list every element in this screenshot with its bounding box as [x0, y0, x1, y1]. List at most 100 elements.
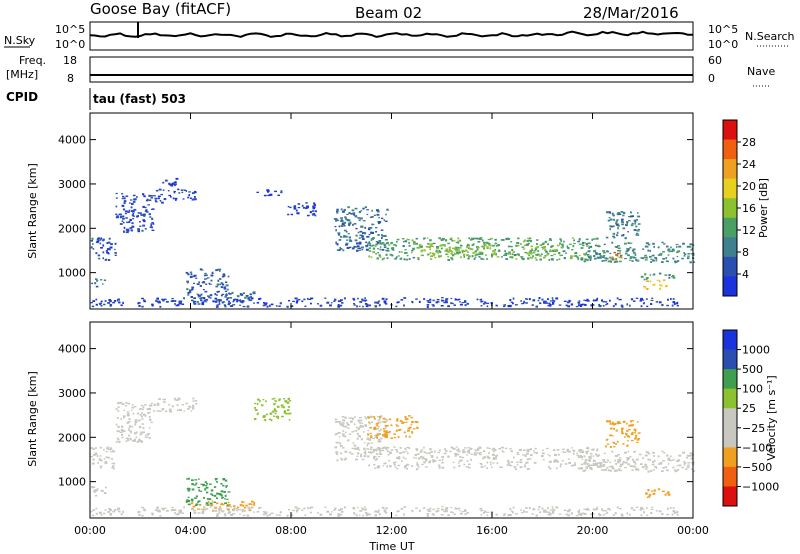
scatter-cell-9: [340, 208, 343, 211]
scatter-cell-13: [143, 508, 146, 511]
scatter-cell-1: [149, 418, 152, 421]
scatter-cell-9: [590, 468, 593, 470]
scatter-cell-3: [104, 486, 107, 489]
scatter-cell-11: [512, 251, 515, 253]
scatter-cell-6: [190, 296, 193, 298]
scatter-cell-9: [444, 450, 448, 452]
scatter-cell-10: [487, 238, 490, 241]
scatter-cell-10: [617, 459, 620, 461]
scatter-cell-13: [141, 514, 144, 517]
scatter-cell-8: [401, 422, 404, 424]
scatter-cell-2: [183, 410, 186, 412]
scatter-cell-5: [220, 294, 223, 297]
scatter-cell-10: [626, 459, 629, 461]
scatter-cell-9: [463, 463, 466, 466]
scatter-cell-5: [187, 291, 190, 295]
scatter-cell-13: [605, 513, 607, 515]
scatter-cell-11: [553, 253, 556, 256]
scatter-cell-9: [524, 455, 527, 457]
scatter-cell-9: [524, 454, 527, 456]
scatter-cell-3: [91, 486, 94, 489]
scatter-cell-1: [134, 421, 138, 423]
scatter-cell-10: [544, 240, 548, 243]
scatter-cell-10: [517, 237, 520, 240]
scatter-cell-10: [687, 462, 690, 464]
scatter-cell-17: [598, 303, 601, 306]
scatter-cell-9: [421, 463, 424, 466]
scatter-cell-9: [376, 242, 380, 244]
scatter-cell-13: [429, 510, 432, 513]
scatter-cell-1: [117, 417, 119, 419]
scatter-cell-17: [547, 305, 550, 307]
scatter-cell-7: [355, 458, 358, 461]
scatter-cell-13: [161, 508, 165, 510]
scatter-cell-10: [390, 242, 393, 245]
scatter-cell-9: [457, 448, 460, 450]
scatter-cell-6: [231, 291, 234, 294]
scatter-cell-6: [207, 295, 211, 297]
scatter-cell-9: [397, 464, 401, 467]
scatter-cell-9: [523, 449, 526, 451]
scatter-cell-13: [353, 513, 356, 515]
scatter-cell-13: [326, 510, 330, 513]
scatter-cell-11: [634, 437, 636, 440]
scatter-cell-8: [373, 417, 376, 420]
scatter-cell-9: [518, 449, 522, 451]
scatter-cell-13: [374, 514, 378, 517]
scatter-cell-17: [337, 304, 340, 307]
scatter-cell-10: [481, 239, 484, 242]
scatter-cell-10: [652, 451, 655, 454]
scatter-cell-10: [523, 240, 526, 243]
scatter-cell-9: [467, 449, 470, 452]
scatter-cell-13: [655, 510, 658, 512]
scatter-cell-13: [324, 506, 327, 508]
scatter-cell-1: [146, 211, 149, 213]
scatter-cell-13: [565, 513, 568, 516]
scatter-cell-17: [605, 301, 608, 303]
scatter-cell-17: [602, 305, 605, 307]
scatter-cell-8: [383, 430, 386, 433]
scatter-cell-13: [480, 509, 484, 512]
scatter-cell-1: [130, 409, 133, 411]
scatter-cell-11: [435, 250, 438, 253]
colorbar-tick-label: 1000: [742, 344, 770, 357]
scatter-cell-17: [650, 299, 654, 301]
scatter-cell-10: [520, 256, 523, 258]
scatter-cell-13: [651, 506, 654, 508]
scatter-cell-9: [343, 221, 346, 224]
scatter-cell-10: [685, 457, 689, 459]
scatter-cell-6: [286, 401, 290, 404]
scatter-cell-12: [662, 258, 665, 260]
scatter-cell-10: [411, 249, 414, 252]
scatter-cell-1: [150, 195, 153, 197]
scatter-cell-10: [471, 237, 473, 240]
scatter-cell-10: [457, 242, 460, 244]
scatter-cell-13: [510, 510, 513, 512]
scatter-cell-10: [439, 237, 441, 240]
scatter-cell-1: [139, 433, 142, 436]
scatter-cell-10: [563, 257, 566, 259]
scatter-cell-10: [417, 257, 420, 259]
scatter-cell-2: [194, 198, 197, 201]
scatter-cell-10: [581, 244, 585, 247]
scatter-cell-0: [102, 244, 105, 247]
scatter-cell-13: [378, 513, 381, 516]
scatter-cell-11: [621, 427, 624, 430]
scatter-cell-17: [326, 301, 330, 304]
scatter-cell-13: [606, 211, 609, 214]
scatter-cell-9: [399, 452, 402, 455]
scatter-cell-0: [107, 456, 110, 459]
scatter-cell-10: [378, 241, 381, 243]
scatter-cell-11: [465, 249, 468, 252]
scatter-cell-17: [256, 301, 260, 304]
scatter-cell-9: [384, 239, 388, 241]
scatter-cell-17: [510, 301, 513, 303]
scatter-cell-9: [362, 207, 365, 210]
scatter-cell-17: [262, 302, 265, 304]
scatter-cell-7: [280, 191, 283, 194]
scatter-cell-9: [519, 461, 523, 464]
colorbar-block: [723, 466, 737, 487]
scatter-cell-17: [432, 299, 435, 302]
scatter-cell-7: [343, 422, 345, 424]
nsky-label: N.Sky: [4, 34, 36, 47]
